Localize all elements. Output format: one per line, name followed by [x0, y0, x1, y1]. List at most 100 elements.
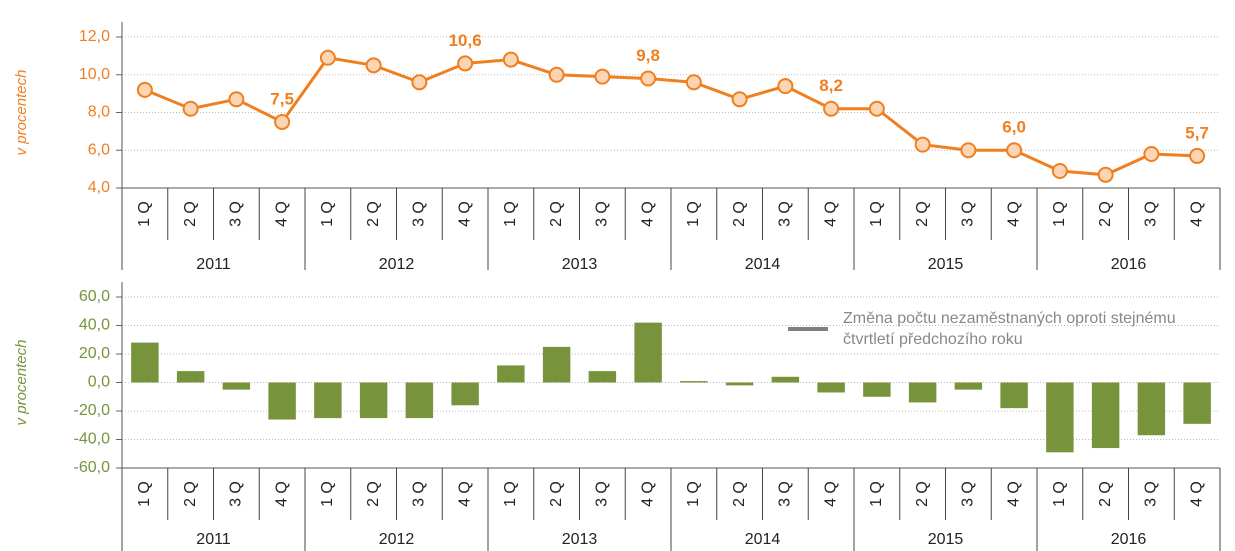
- x-tick-label: 1 Q: [136, 481, 153, 507]
- x-tick-label: 4 Q: [273, 481, 290, 507]
- year-label: 2012: [379, 531, 415, 548]
- point: [594, 68, 611, 85]
- x-tick-label: 2 Q: [1097, 481, 1114, 507]
- y-axis-label: v procentech: [13, 70, 30, 156]
- data-label: 9,8: [636, 46, 660, 65]
- y-tick-label: 8,0: [88, 104, 110, 121]
- x-tick-label: 3 Q: [411, 481, 428, 507]
- line: [144, 56, 1198, 177]
- year-label: 2012: [379, 256, 415, 273]
- point: [548, 66, 565, 83]
- x-tick-label: 4 Q: [1005, 201, 1022, 227]
- year-label: 2016: [1111, 256, 1147, 273]
- x-tick-label: 4 Q: [1188, 481, 1205, 507]
- y-tick-label: 12,0: [79, 28, 110, 45]
- y-tick-label: 0,0: [88, 374, 110, 391]
- x-tick-label: 2 Q: [182, 481, 199, 507]
- y-tick-label: 20,0: [79, 345, 110, 362]
- bar: [176, 371, 205, 383]
- year-label: 2011: [196, 531, 231, 548]
- point: [777, 78, 794, 95]
- bar: [588, 371, 617, 383]
- bar: [817, 382, 845, 393]
- x-tick-label: 1 Q: [319, 201, 336, 227]
- x-tick-label: 2 Q: [365, 201, 382, 227]
- x-tick-label: 2 Q: [548, 201, 565, 227]
- bar: [1046, 382, 1074, 453]
- x-tick-label: 1 Q: [1051, 201, 1068, 227]
- point: [457, 55, 474, 72]
- bar: [634, 322, 662, 383]
- year-label: 2013: [562, 531, 598, 548]
- bar: [497, 365, 525, 383]
- x-tick-label: 1 Q: [319, 481, 336, 507]
- legend: Změna počtu nezaměstnaných oproti stejné…: [843, 310, 1176, 348]
- bar: [222, 382, 251, 390]
- bar: [314, 382, 342, 419]
- x-tick-label: 2 Q: [731, 481, 748, 507]
- year-label: 2014: [745, 531, 781, 548]
- point: [1143, 146, 1160, 163]
- data-label: 6,0: [1002, 118, 1026, 137]
- x-tick-label: 3 Q: [1143, 201, 1160, 227]
- bar: [680, 381, 708, 383]
- year-label: 2011: [196, 256, 231, 273]
- bar: [725, 382, 754, 386]
- x-tick-label: 1 Q: [685, 481, 702, 507]
- point: [685, 74, 702, 91]
- x-tick-label: 3 Q: [777, 201, 794, 227]
- point: [365, 57, 382, 74]
- bar: [1000, 382, 1028, 409]
- point: [319, 49, 336, 66]
- bar: [1183, 382, 1211, 424]
- x-tick-label: 3 Q: [960, 201, 977, 227]
- bar: [451, 382, 479, 406]
- x-tick-label: 2 Q: [914, 201, 931, 227]
- bar: [1137, 382, 1166, 436]
- x-tick-label: 1 Q: [868, 481, 885, 507]
- point: [1189, 147, 1206, 164]
- data-label: 5,7: [1185, 123, 1209, 142]
- x-tick-label: 1 Q: [1051, 481, 1068, 507]
- x-tick-label: 2 Q: [365, 481, 382, 507]
- y-axis-label: v procentech: [13, 340, 30, 426]
- x-tick-label: 4 Q: [639, 201, 656, 227]
- bar: [771, 376, 800, 383]
- x-tick-label: 4 Q: [1188, 201, 1205, 227]
- x-tick-label: 4 Q: [273, 201, 290, 227]
- legend-label: Změna počtu nezaměstnaných oproti stejné…: [843, 310, 1176, 348]
- x-tick-label: 1 Q: [502, 201, 519, 227]
- x-tick-label: 4 Q: [456, 481, 473, 507]
- x-tick-label: 1 Q: [685, 201, 702, 227]
- year-label: 2015: [928, 256, 964, 273]
- data-label: 7,5: [270, 89, 294, 108]
- x-tick-label: 3 Q: [777, 481, 794, 507]
- bar: [863, 382, 891, 397]
- x-tick-label: 1 Q: [502, 481, 519, 507]
- y-tick-label: -60,0: [74, 459, 111, 476]
- data-label: 8,2: [819, 76, 843, 95]
- point: [274, 113, 291, 130]
- x-tick-label: 1 Q: [136, 201, 153, 227]
- point: [731, 91, 748, 108]
- y-tick-label: 4,0: [88, 179, 110, 196]
- point: [960, 142, 977, 159]
- y-tick-label: 6,0: [88, 141, 110, 158]
- point: [182, 100, 199, 117]
- point: [1097, 166, 1114, 183]
- point: [411, 74, 428, 91]
- x-tick-label: 2 Q: [914, 481, 931, 507]
- point: [823, 100, 840, 117]
- bar: [542, 346, 571, 383]
- y-tick-label: -40,0: [74, 431, 111, 448]
- y-tick-label: 60,0: [79, 288, 110, 305]
- x-tick-label: 4 Q: [639, 481, 656, 507]
- x-tick-label: 3 Q: [960, 481, 977, 507]
- year-label: 2014: [745, 256, 781, 273]
- x-tick-label: 3 Q: [228, 481, 245, 507]
- x-tick-label: 3 Q: [1143, 481, 1160, 507]
- bar: [954, 382, 983, 390]
- point: [1051, 163, 1068, 180]
- x-tick-label: 1 Q: [868, 201, 885, 227]
